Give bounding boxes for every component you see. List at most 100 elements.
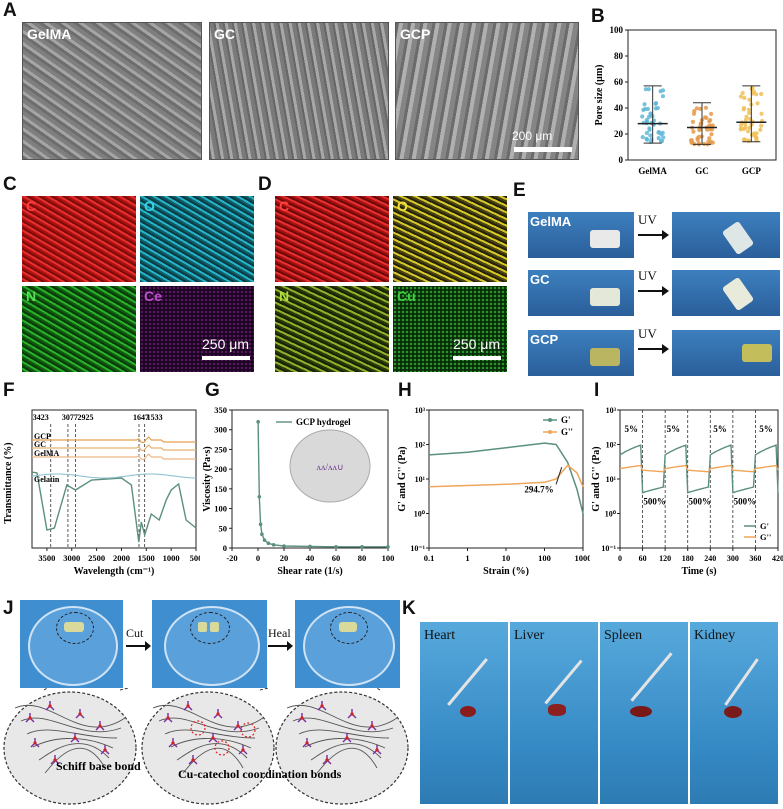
vial-photo-gcp-before: GCP <box>528 330 634 376</box>
data-point <box>740 90 745 96</box>
crossover-annotation: 294.7% <box>524 485 553 495</box>
x-tick-label: -20 <box>226 553 237 563</box>
data-point <box>690 140 695 145</box>
eds-label: C <box>279 198 290 214</box>
organ-tissue <box>630 706 652 717</box>
data-point <box>745 129 751 134</box>
y-tick-label: 10⁻¹ <box>410 544 425 553</box>
x-axis-label: Strain (%) <box>483 566 529 577</box>
data-point <box>747 97 752 102</box>
scale-bar-label: 250 μm <box>202 336 249 352</box>
x-tick-label: 500 <box>190 553 200 563</box>
crosslink-center <box>186 704 190 708</box>
series-line <box>619 444 779 494</box>
scale-bar-label: 200 μm <box>512 129 553 143</box>
strain-annotation: 5% <box>667 424 681 434</box>
x-tick-label: 60 <box>639 554 647 563</box>
arrow-head-icon <box>145 641 151 651</box>
petri-dish-photo-3 <box>295 600 400 688</box>
x-axis-label: Shear rate (1/s) <box>277 566 342 577</box>
x-tick-label: 0 <box>256 553 260 563</box>
legend-label: GCP hydrogel <box>296 417 351 427</box>
inset-hydrogel-photo <box>289 429 371 503</box>
data-point <box>646 87 651 92</box>
eds-map-c-cerium: Ce 250 μm <box>140 286 254 372</box>
crosslink-center <box>211 736 215 740</box>
data-point <box>258 522 263 527</box>
arrow-right-icon <box>268 645 288 647</box>
panel-label-j: J <box>3 598 14 619</box>
y-tick-label: 200 <box>214 464 227 474</box>
data-point <box>691 129 696 134</box>
crosslink-center <box>103 748 107 752</box>
zoom-circle <box>190 612 230 644</box>
y-tick-label: 10⁰ <box>414 510 426 519</box>
y-tick-label: 300 <box>214 425 227 435</box>
organ-photo-liver: Liver <box>510 622 598 804</box>
x-tick-label: GCP <box>742 166 762 176</box>
y-tick-label: 10³ <box>415 406 426 415</box>
arrow-head-icon <box>662 230 669 240</box>
y-tick-label: 60 <box>614 77 624 87</box>
uv-arrow-label: UV <box>638 212 657 227</box>
organ-label: Heart <box>424 628 456 643</box>
panel-label-h: H <box>398 380 412 401</box>
eds-map-d-oxygen: O <box>393 196 507 282</box>
peak-annotation: 1647 <box>133 413 149 422</box>
sem-label: GelMA <box>27 26 72 42</box>
panel-label-c: C <box>3 174 17 195</box>
sem-label: GCP <box>400 26 431 42</box>
data-point <box>752 131 757 136</box>
polymer-chain <box>298 729 390 739</box>
data-point <box>640 135 645 140</box>
data-point <box>653 101 658 107</box>
crosslink-center <box>98 724 102 728</box>
panel-label-d: D <box>258 174 272 195</box>
x-tick-label: 1000 <box>575 553 591 563</box>
vial-label: GC <box>530 272 550 287</box>
data-point <box>262 538 267 542</box>
legend-label: G' <box>561 415 571 425</box>
data-point <box>746 110 752 116</box>
polymer-chain <box>164 729 256 739</box>
peak-annotation: 3077 <box>62 413 78 422</box>
chart-i-time-sweep: 0 60 120 180 240 300 360 420 10⁻¹ 10⁰ 10¹ 10² 10³ Tim… <box>591 406 783 577</box>
eds-map-d-carbon: C <box>275 196 389 282</box>
strain-annotation: 500% <box>643 497 666 507</box>
data-point <box>690 119 695 124</box>
uv-arrow-label: UV <box>638 268 657 283</box>
data-point <box>661 135 666 140</box>
y-tick-label: 150 <box>214 484 227 494</box>
crosslink-center <box>300 716 304 720</box>
polymer-chain <box>286 705 398 728</box>
forceps <box>724 658 759 706</box>
y-tick-label: 10¹ <box>415 475 426 484</box>
arrow-head-icon <box>662 344 669 354</box>
crosslink-center <box>370 724 374 728</box>
vial-label: GelMA <box>530 214 572 229</box>
scale-bar-label: 250 μm <box>453 336 500 352</box>
y-tick-label: 10⁻¹ <box>601 544 616 553</box>
polymer-chain <box>182 747 244 774</box>
series-label: GCP <box>34 432 51 441</box>
data-point <box>709 132 714 137</box>
plot-frame <box>31 409 197 549</box>
crosslink-center <box>375 748 379 752</box>
broken-bond-circle <box>190 720 206 736</box>
data-point <box>747 125 752 130</box>
forceps <box>447 658 488 706</box>
eds-label: O <box>397 198 408 214</box>
data-point <box>746 138 751 144</box>
panel-label-b: B <box>591 6 605 27</box>
eds-label: Ce <box>144 288 162 304</box>
data-point <box>709 111 714 117</box>
eds-label: O <box>144 198 155 214</box>
eds-label: Cu <box>397 288 416 304</box>
vial-photo-gc-after <box>672 270 780 316</box>
eds-map-c-oxygen: O <box>140 196 254 282</box>
crosslink-center <box>345 736 349 740</box>
y-tick-label: 10² <box>415 441 426 450</box>
polymer-chain <box>316 747 378 774</box>
sem-image-gelma: GelMA <box>22 22 202 160</box>
x-tick-label: 0 <box>618 554 622 563</box>
